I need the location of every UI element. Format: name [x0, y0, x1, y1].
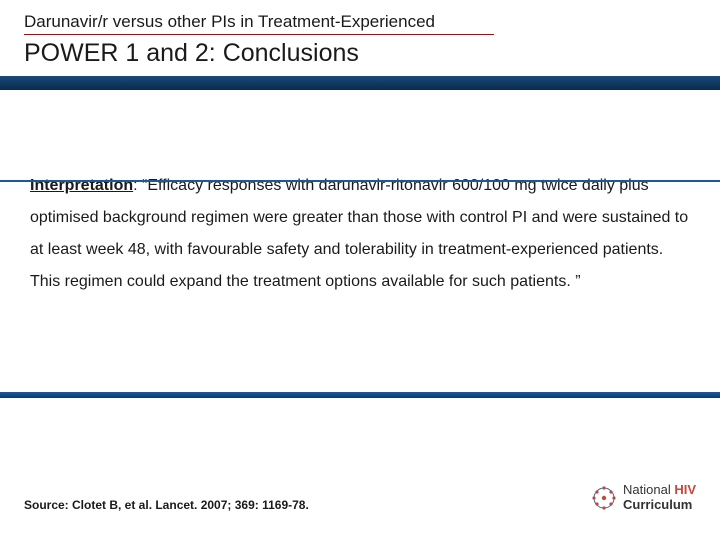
brand-icon — [591, 485, 617, 511]
brand-word-national: National — [623, 482, 674, 497]
header-band — [0, 76, 720, 90]
source-citation: Source: Clotet B, et al. Lancet. 2007; 3… — [24, 498, 309, 512]
brand-word-curriculum: Curriculum — [623, 498, 696, 512]
brand-word-hiv: HIV — [674, 482, 696, 497]
supertitle-underline — [24, 34, 494, 35]
slide-title: POWER 1 and 2: Conclusions — [24, 39, 696, 68]
divider-bottom — [0, 392, 720, 398]
brand-text: National HIV Curriculum — [623, 483, 696, 512]
slide-supertitle: Darunavir/r versus other PIs in Treatmen… — [24, 12, 696, 32]
interpretation-block: Interpretation: “Efficacy responses with… — [30, 170, 690, 298]
brand-block: National HIV Curriculum — [591, 483, 696, 512]
divider-top — [0, 180, 720, 182]
